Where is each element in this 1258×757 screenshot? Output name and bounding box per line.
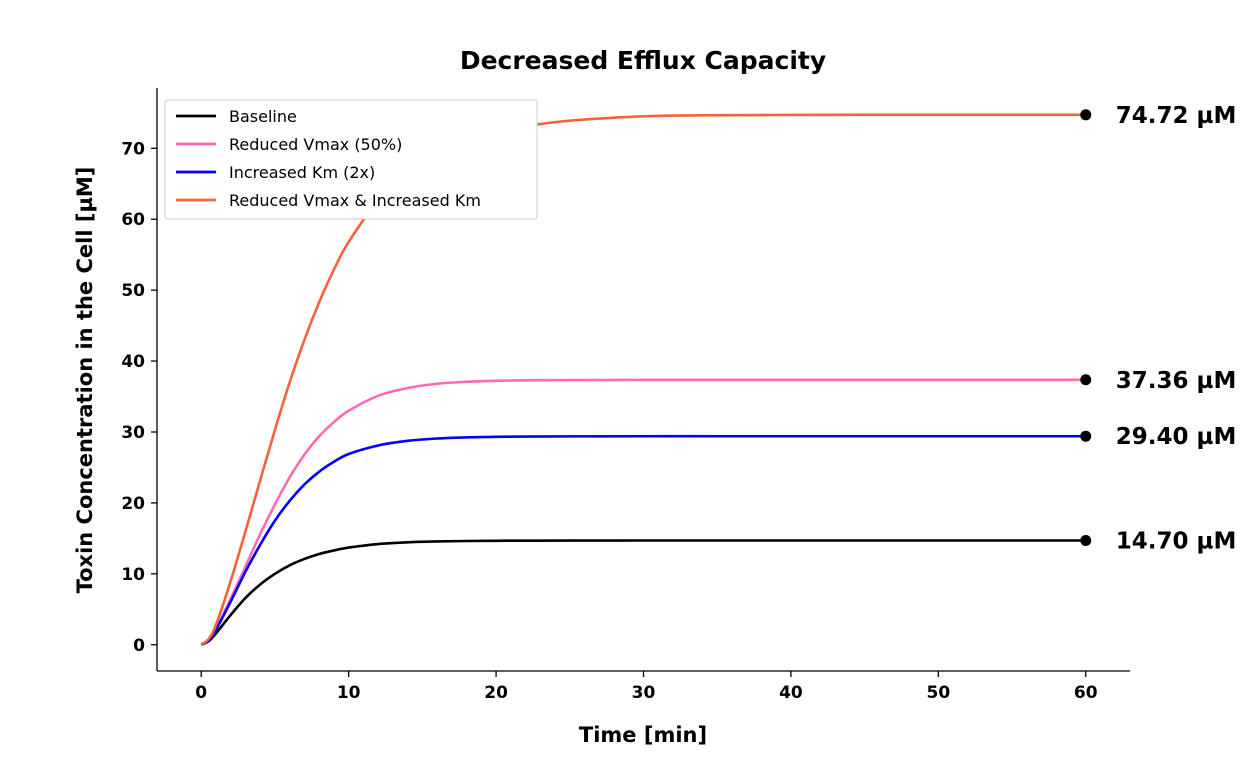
y-tick-label: 0 <box>133 636 145 656</box>
x-tick-label: 50 <box>927 683 951 703</box>
x-tick-label: 0 <box>195 683 207 703</box>
x-tick-label: 20 <box>484 683 508 703</box>
chart-title: Decreased Efflux Capacity <box>460 46 826 75</box>
end-point-marker <box>1080 430 1092 442</box>
y-ticks: 0 10 20 30 40 50 60 70 <box>121 139 157 656</box>
series-line-0 <box>200 539 1086 646</box>
legend: Baseline Reduced Vmax (50%) Increased Km (… <box>164 99 538 220</box>
end-value-label: 29.40 µM <box>1116 424 1237 450</box>
x-axis-label: Time [min] <box>579 723 707 747</box>
x-ticks: 0 10 20 30 40 50 60 <box>195 671 1098 703</box>
series-line-1 <box>200 378 1086 646</box>
end-point-marker <box>1080 374 1092 386</box>
end-point-marker <box>1080 109 1092 121</box>
series-line-2 <box>200 434 1086 646</box>
x-tick-label: 60 <box>1074 683 1098 703</box>
x-tick-label: 40 <box>779 683 803 703</box>
legend-label: Reduced Vmax & Increased Km <box>229 191 481 210</box>
end-value-label: 14.70 µM <box>1116 528 1237 554</box>
end-value-label: 74.72 µM <box>1116 103 1237 129</box>
y-tick-label: 70 <box>121 139 145 159</box>
end-markers: 14.70 µM 37.36 µM 29.40 µM 74.72 µM <box>1080 103 1237 554</box>
y-tick-label: 40 <box>121 352 145 372</box>
x-tick-label: 30 <box>632 683 656 703</box>
y-tick-label: 50 <box>121 281 145 301</box>
legend-label: Increased Km (2x) <box>229 163 375 182</box>
y-axis-label: Toxin Concentration in the Cell [µM] <box>73 167 97 594</box>
legend-label: Reduced Vmax (50%) <box>229 135 402 154</box>
legend-items: Baseline Reduced Vmax (50%) Increased Km (… <box>176 107 481 210</box>
end-value-label: 37.36 µM <box>1116 368 1237 394</box>
y-tick-label: 30 <box>121 423 145 443</box>
end-point-marker <box>1080 534 1092 546</box>
legend-box <box>164 99 538 220</box>
legend-label: Baseline <box>229 107 297 126</box>
y-tick-label: 20 <box>121 494 145 514</box>
x-tick-label: 10 <box>337 683 361 703</box>
y-tick-label: 60 <box>121 210 145 230</box>
y-tick-label: 10 <box>121 565 145 585</box>
